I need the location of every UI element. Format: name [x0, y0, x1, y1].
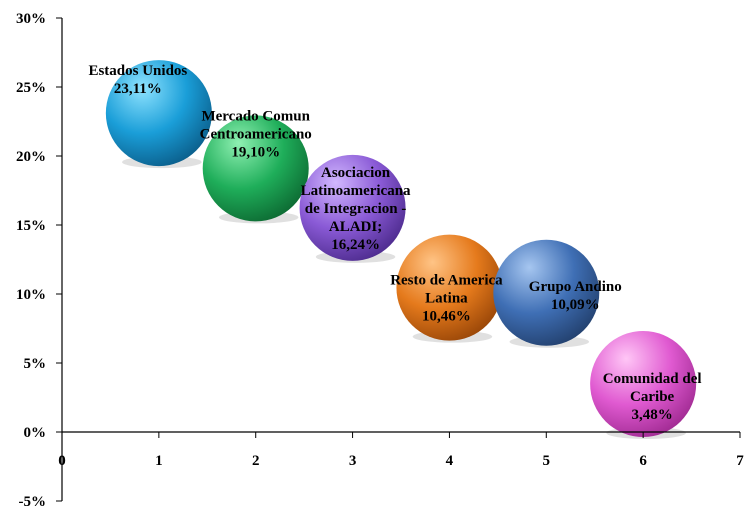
bubble-data-label: Comunidad del [603, 371, 702, 387]
bubble-data-label: 10,09% [551, 297, 600, 313]
x-tick-label: 0 [58, 453, 66, 469]
bubble-data-label: 10,46% [422, 309, 471, 325]
y-tick-label: 15% [16, 218, 46, 234]
bubble-data-label: Asociacion [321, 165, 391, 181]
bubbles-layer [105, 60, 697, 439]
bubble-data-label: 19,10% [231, 144, 280, 160]
y-tick-label: -5% [19, 494, 47, 506]
bubble-data-label: Estados Unidos [88, 63, 187, 79]
bubble-point [396, 234, 503, 341]
bubble-data-label: Latina [425, 291, 468, 307]
y-tick-label: 5% [24, 356, 47, 372]
x-tick-label: 2 [252, 453, 260, 469]
bubble-data-label: 23,11% [114, 81, 162, 97]
x-tick-label: 6 [639, 453, 647, 469]
y-tick-label: 20% [16, 149, 46, 165]
y-tick-label: 25% [16, 80, 46, 96]
y-tick-label: 30% [16, 11, 46, 27]
bubble-data-label: ALADI; [329, 219, 382, 235]
x-tick-label: 3 [349, 453, 357, 469]
x-tick-label: 7 [736, 453, 744, 469]
bubble-data-label: Caribe [630, 389, 675, 405]
bubble-data-label: Latinoamericana [301, 183, 411, 199]
bubble-point [105, 60, 212, 167]
x-tick-label: 1 [155, 453, 163, 469]
axes-layer: 0 1 2 3 4 5 6 7 -5% 0% 5% 10% 15% 20% 25% 30% [16, 11, 744, 506]
bubble-data-label: 3,48% [632, 407, 673, 423]
bubble-data-label: Mercado Comun [201, 108, 310, 124]
bubble-data-label: Grupo Andino [529, 279, 622, 295]
bubble-data-label: Centroamericano [200, 126, 312, 142]
bubble-data-label: 16,24% [331, 237, 380, 253]
x-tick-label: 5 [543, 453, 551, 469]
bubble-point [493, 239, 600, 346]
bubble-point [202, 115, 309, 222]
x-tick-label: 4 [446, 453, 454, 469]
bubble-point [590, 330, 697, 437]
y-tick-label: 10% [16, 287, 46, 303]
bubble-data-label: de Integracion - [305, 201, 407, 217]
bubble-point [299, 154, 406, 261]
y-tick-label: 0% [24, 425, 47, 441]
bubble-data-label: Resto de America [390, 273, 503, 289]
bubble-labels-layer: Estados Unidos 23,11% Mercado Comun Centroa… [88, 63, 701, 423]
